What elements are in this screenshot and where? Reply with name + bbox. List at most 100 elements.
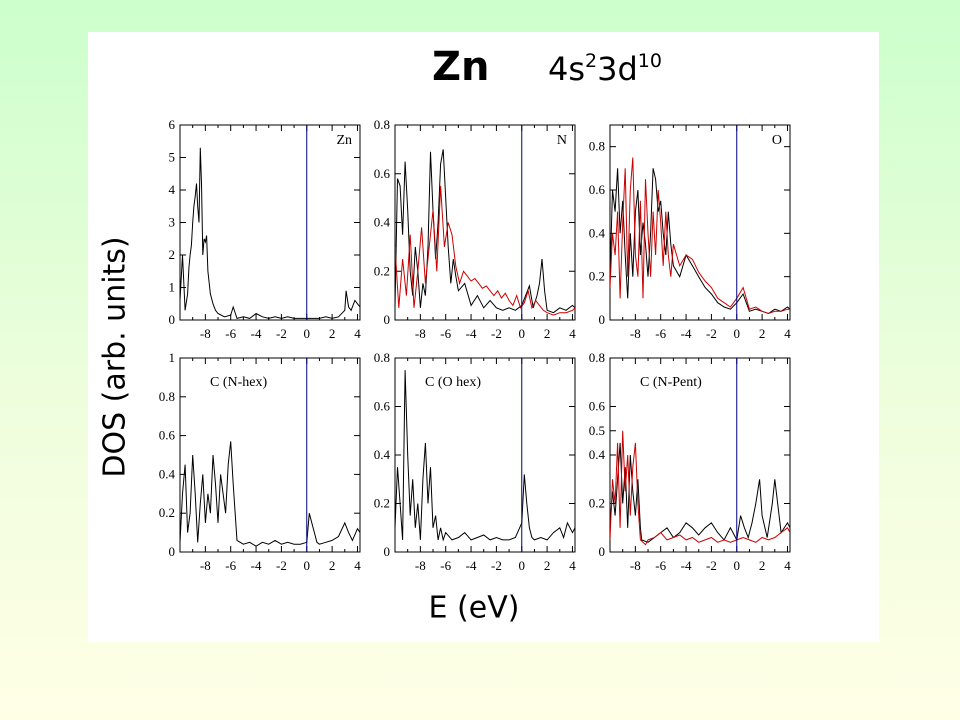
plot-frame [394,357,576,553]
panel-label: C (N-hex) [210,375,267,390]
x-tick-label: 4 [784,558,791,573]
y-tick-label: 0.2 [374,263,390,278]
y-tick-label: 0.2 [159,505,175,520]
y-tick-label: 0.2 [589,496,605,511]
x-tick-label: -8 [415,326,426,341]
content-panel [88,32,879,642]
x-tick-label: -8 [200,558,211,573]
y-tick-label: 0.4 [374,215,391,230]
y-tick-label: 2 [169,247,176,262]
subplot-4: -8 -6 -4 -2 0 2 4 0 0.2 0.4 0.6 0.8 1 C (N-hex) [159,350,361,573]
y-tick-label: 0.6 [159,428,176,443]
y-tick-label: 0.8 [589,139,605,154]
x-tick-label: 0 [304,558,311,573]
x-tick-label: 2 [759,326,766,341]
x-tick-label: -8 [200,326,211,341]
dos-series-1 [180,147,360,319]
subplot-2: -8 -6 -4 -2 0 2 4 0 0.2 0.4 0.6 0.8 N [374,117,576,341]
x-tick-label: -6 [440,558,451,573]
y-tick-label: 0 [599,312,606,327]
x-tick-label: -8 [415,558,426,573]
x-tick-label: -6 [440,326,451,341]
dos-series-1 [610,442,790,543]
y-tick-label: 0.4 [589,447,606,462]
panel-label: C (O hex) [425,375,481,390]
x-tick-label: 0 [734,326,741,341]
plot-frame [179,124,361,321]
panel-label: O [772,133,782,148]
plot-frame [609,124,791,321]
x-tick-label: -8 [630,558,641,573]
y-tick-label: 0 [169,544,176,559]
x-tick-label: -4 [681,558,692,573]
dos-series-2 [610,157,790,315]
x-tick-label: -4 [681,326,692,341]
x-tick-label: -4 [466,558,477,573]
x-tick-label: 2 [544,558,551,573]
y-tick-label: 0.5 [589,423,605,438]
x-tick-label: 0 [519,558,526,573]
y-tick-label: 0.8 [374,117,390,132]
x-tick-label: 2 [329,326,336,341]
x-tick-label: 4 [784,326,791,341]
x-tick-label: -2 [706,326,717,341]
dos-series-1 [395,370,575,542]
y-tick-label: 3 [169,215,176,230]
x-tick-label: 4 [569,558,576,573]
subplot-5: -8 -6 -4 -2 0 2 4 0 0.2 0.4 0.6 0.8 C (O hex) [374,350,576,573]
dos-series-1 [610,168,790,315]
x-tick-label: -4 [251,326,262,341]
y-tick-label: 0.8 [159,389,175,404]
x-tick-label: -4 [251,558,262,573]
x-tick-label: 4 [354,326,361,341]
y-tick-label: 5 [169,150,176,165]
x-tick-label: -6 [655,558,666,573]
y-tick-label: 0.2 [589,269,605,284]
x-tick-label: -2 [491,558,502,573]
dos-series-2 [395,185,575,316]
x-tick-label: 0 [734,558,741,573]
y-tick-label: 0.4 [589,225,606,240]
panel-label: C (N-Pent) [640,375,702,390]
x-axis-label: E (eV) [428,590,520,626]
x-tick-label: -6 [225,326,236,341]
x-tick-label: -2 [276,558,287,573]
config-sup2: 10 [637,50,662,72]
y-tick-label: 4 [169,182,176,197]
x-tick-label: 0 [519,326,526,341]
y-tick-label: 0.8 [589,350,605,365]
x-tick-label: -6 [655,326,666,341]
y-tick-label: 0.6 [374,166,391,181]
y-tick-label: 1 [169,350,176,365]
x-tick-label: 2 [544,326,551,341]
dos-series-1 [180,441,360,547]
title-element: Zn [432,44,490,90]
x-tick-label: 2 [759,558,766,573]
y-tick-label: 0.4 [374,447,391,462]
x-tick-label: 4 [354,558,361,573]
x-tick-label: 4 [569,326,576,341]
x-tick-label: -4 [466,326,477,341]
subplot-3: -8 -6 -4 -2 0 2 4 0 0.2 0.4 0.6 0.8 O [589,124,791,341]
plot-frame [179,357,361,553]
y-tick-label: 0 [169,312,176,327]
x-tick-label: -8 [630,326,641,341]
y-tick-label: 0 [599,544,606,559]
y-tick-label: 0.2 [374,496,390,511]
x-tick-label: -2 [491,326,502,341]
x-tick-label: -6 [225,558,236,573]
dos-series-1 [395,149,575,314]
title-electron-configuration: 4s23d10 [548,50,662,88]
y-tick-label: 6 [169,117,176,132]
x-tick-label: -2 [706,558,717,573]
panel-label: Zn [336,133,352,148]
subplot-6: -8 -6 -4 -2 0 2 4 0 0.2 0.4 0.5 0.6 0.8 C (N-Pent) [589,350,791,573]
config-part2: 3d [597,50,638,88]
y-tick-label: 0 [384,312,391,327]
config-part1: 4s [548,50,586,88]
subplot-1: -8 -6 -4 -2 0 2 4 0 1 2 3 4 5 6 Zn [169,117,362,341]
x-tick-label: 0 [304,326,311,341]
y-tick-label: 1 [169,280,176,295]
y-tick-label: 0.8 [374,350,390,365]
